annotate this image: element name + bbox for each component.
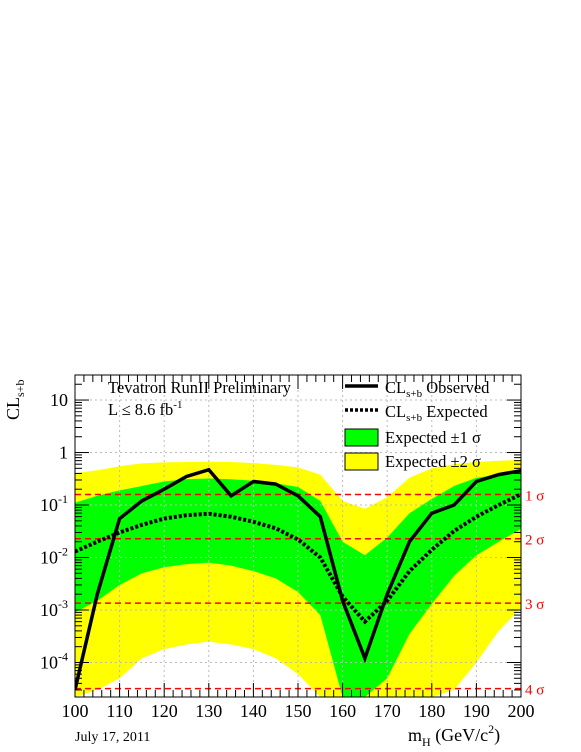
- sigma-label: 3 σ: [525, 597, 544, 613]
- y-axis-title-main: CL: [3, 397, 23, 420]
- y-tick-exponent: -1: [58, 492, 68, 506]
- x-axis-title: mH (GeV/c2): [408, 722, 500, 749]
- legend-observed-label: CLs+b Observed: [385, 378, 490, 400]
- sigma-label: 4 σ: [525, 683, 544, 699]
- x-tick-label: 180: [418, 701, 445, 721]
- series-observed-line: [75, 467, 521, 691]
- x-tick-label: 110: [106, 701, 132, 721]
- legend-2sigma-swatch: [344, 452, 379, 471]
- x-tick-label: 200: [508, 701, 535, 721]
- y-axis-title-sub: s+b: [13, 380, 27, 397]
- x-axis-title-sub: H: [422, 735, 431, 749]
- sigma-label: 2 σ: [525, 533, 544, 549]
- x-axis-title-end: ): [494, 725, 500, 746]
- x-tick-label: 160: [329, 701, 356, 721]
- y-tick-exponent: -3: [58, 597, 68, 611]
- x-axis-title-rest: (GeV/c: [431, 725, 488, 746]
- y-tick-base: 10: [40, 495, 58, 515]
- y-tick-base: 1: [59, 443, 68, 463]
- y-axis-title: CLs+b: [3, 380, 27, 420]
- y-tick-label: 1: [59, 443, 68, 463]
- y-tick-label: 10: [50, 390, 68, 410]
- x-tick-label: 150: [285, 701, 312, 721]
- luminosity-text: L ≤ 8.6 fb: [108, 400, 173, 419]
- band-1sigma: [75, 471, 521, 697]
- legend-expected-rest: Expected: [422, 402, 488, 421]
- legend-observed-main: CL: [385, 378, 406, 397]
- plot-content: [75, 375, 521, 697]
- x-axis-title-main: m: [408, 725, 422, 745]
- y-tick-label: 10-2: [40, 545, 68, 568]
- y-tick-base: 10: [40, 600, 58, 620]
- legend-1sigma-label: Expected ±1 σ: [385, 428, 481, 447]
- y-tick-base: 10: [40, 652, 58, 672]
- x-tick-label: 130: [195, 701, 222, 721]
- x-tick-label: 140: [240, 701, 267, 721]
- luminosity-label: L ≤ 8.6 fb-1: [108, 399, 182, 419]
- luminosity-exponent: -1: [173, 399, 182, 411]
- x-tick-label: 170: [374, 701, 401, 721]
- date-label: July 17, 2011: [75, 730, 150, 745]
- legend-2sigma-label: Expected ±2 σ: [385, 452, 481, 471]
- legend-observed-rest: Observed: [422, 378, 490, 397]
- y-tick-exponent: -2: [58, 545, 68, 559]
- legend-expected-label: CLs+b Expected: [385, 402, 488, 424]
- experiment-label: Tevatron RunII Preliminary: [108, 378, 292, 397]
- legend-observed-sub: s+b: [406, 388, 422, 400]
- x-tick-label: 100: [62, 701, 89, 721]
- x-axis-title-sup: 2: [488, 722, 494, 736]
- y-tick-label: 10-1: [40, 492, 68, 515]
- y-tick-label: 10-4: [40, 649, 68, 672]
- y-tick-base: 10: [40, 548, 58, 568]
- legend: CLs+b Observed CLs+b Expected Expected ±…: [344, 378, 490, 471]
- y-tick-exponent: -4: [58, 649, 68, 663]
- y-tick-label: 10-3: [40, 597, 68, 620]
- legend-expected-main: CL: [385, 402, 406, 421]
- legend-expected-sub: s+b: [406, 412, 422, 424]
- legend-1sigma-swatch: [344, 428, 379, 447]
- x-tick-label: 120: [151, 701, 178, 721]
- sigma-label: 1 σ: [525, 488, 544, 504]
- x-tick-label: 190: [463, 701, 490, 721]
- y-tick-base: 10: [50, 390, 68, 410]
